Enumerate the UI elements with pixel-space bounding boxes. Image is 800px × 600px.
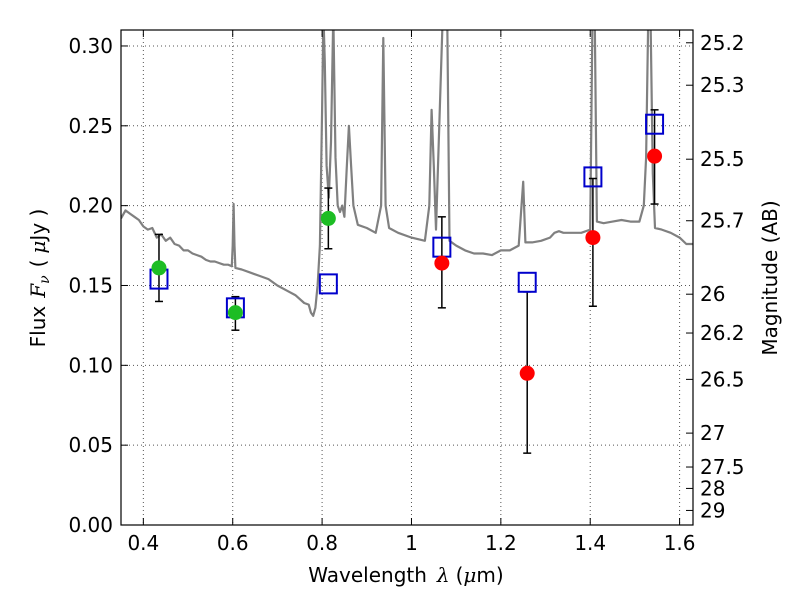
y-tick-label: 0.20 bbox=[68, 194, 113, 218]
x-tick-label: 0.8 bbox=[306, 531, 338, 555]
x-tick-label: 1 bbox=[405, 531, 418, 555]
spectrum-line bbox=[121, 30, 693, 317]
grid-layer bbox=[121, 30, 693, 526]
y2-tick-label: 25.5 bbox=[700, 147, 745, 171]
y2-tick-label: 28 bbox=[700, 476, 725, 500]
y-tick-label: 0.30 bbox=[68, 34, 113, 58]
y2-tick-label: 26.5 bbox=[700, 367, 745, 391]
model-box bbox=[645, 113, 665, 135]
green-data-point bbox=[151, 260, 167, 276]
red-data-point bbox=[434, 255, 450, 271]
model-box bbox=[318, 273, 338, 295]
y2-tick-label: 25.3 bbox=[700, 73, 745, 97]
y2-tick-label: 29 bbox=[700, 498, 725, 522]
y-tick-label: 0.00 bbox=[68, 513, 113, 537]
x-tick-label: 1.2 bbox=[485, 531, 517, 555]
y2-tick-label: 26 bbox=[700, 282, 725, 306]
y-tick-label: 0.15 bbox=[68, 273, 113, 297]
y2-tick-label: 26.2 bbox=[700, 321, 745, 345]
y2-axis-label: Magnitude (AB) bbox=[758, 200, 782, 355]
red-data-point bbox=[647, 148, 663, 164]
x-tick-label: 0.4 bbox=[127, 531, 159, 555]
y2-tick-label: 25.7 bbox=[700, 209, 745, 233]
y2-tick-label: 25.2 bbox=[700, 31, 745, 55]
x-axis-label: Wavelength λ (μm) bbox=[308, 563, 503, 587]
red-data-point bbox=[519, 365, 535, 381]
tick-layer: 0.4 0.6 0.8 1 1.2 1.4 1.6 0.00 0.05 0.10 0.15 0.20 0… bbox=[68, 30, 745, 555]
x-tick-label: 0.6 bbox=[217, 531, 249, 555]
green-data-point bbox=[320, 210, 336, 226]
plot-frame bbox=[120, 29, 694, 526]
y-tick-label: 0.25 bbox=[68, 114, 113, 138]
y-tick-label: 0.05 bbox=[68, 433, 113, 457]
model-box bbox=[517, 271, 537, 293]
model-box bbox=[583, 166, 603, 188]
y2-tick-label: 27.5 bbox=[700, 455, 745, 479]
data-layer bbox=[121, 30, 693, 454]
green-data-point bbox=[227, 305, 243, 321]
y-tick-label: 0.10 bbox=[68, 353, 113, 377]
y-axis-label: FluxFν(μJy ) bbox=[26, 209, 53, 348]
y2-tick-label: 27 bbox=[700, 421, 725, 445]
x-tick-label: 1.6 bbox=[664, 531, 696, 555]
red-data-point bbox=[585, 230, 601, 246]
x-tick-label: 1.4 bbox=[574, 531, 606, 555]
